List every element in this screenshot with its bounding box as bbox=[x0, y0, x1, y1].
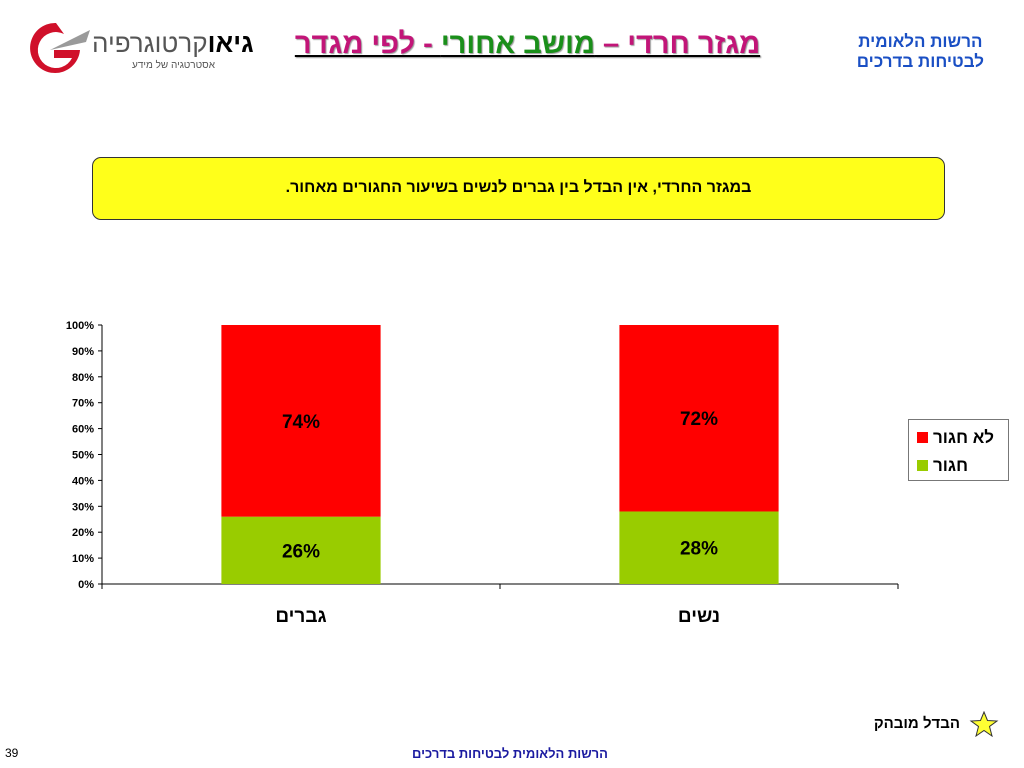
y-tick-label: 80% bbox=[72, 372, 94, 384]
geocartography-logo bbox=[30, 22, 90, 73]
bar-segment bbox=[619, 511, 779, 584]
y-tick-label: 70% bbox=[72, 398, 94, 410]
chart-legend: לא חגור חגור bbox=[908, 419, 1009, 481]
org-name-line2: לבטיחות בדרכים bbox=[856, 52, 984, 71]
data-label: 28% bbox=[680, 539, 718, 560]
org-name-line1: הרשות הלאומית bbox=[858, 32, 983, 51]
star-icon bbox=[969, 711, 999, 737]
page-title: מגזר חרדי – מושב אחורי - לפי מגדר bbox=[294, 28, 761, 60]
legend-item-belted: חגור bbox=[917, 456, 1007, 476]
data-label: 26% bbox=[282, 541, 320, 562]
logo-tagline: אסטרטגיה של מידע bbox=[132, 60, 215, 71]
y-tick-label: 20% bbox=[72, 527, 94, 539]
data-label: 74% bbox=[282, 412, 320, 433]
significance-label: הבדל מובהק bbox=[873, 715, 960, 732]
callout-box: במגזר החרדי, אין הבדל בין גברים לנשים בש… bbox=[92, 157, 945, 220]
page-number: 39 bbox=[5, 746, 19, 760]
legend-swatch-not-belted bbox=[917, 432, 928, 443]
bar-segment bbox=[619, 325, 779, 512]
y-tick-label: 60% bbox=[72, 424, 94, 436]
y-tick-label: 100% bbox=[66, 320, 94, 332]
callout-text: במגזר החרדי, אין הבדל בין גברים לנשים בש… bbox=[285, 179, 752, 196]
y-tick-label: 40% bbox=[72, 475, 94, 487]
y-tick-label: 90% bbox=[72, 346, 94, 358]
y-tick-label: 30% bbox=[72, 501, 94, 513]
footer-org: הרשות הלאומית לבטיחות בדרכים bbox=[412, 746, 608, 761]
bar-segment bbox=[221, 516, 381, 584]
category-label: גברים bbox=[275, 606, 326, 627]
logo-brand: גיאוקרטוגרפיה bbox=[92, 28, 254, 58]
y-tick-label: 50% bbox=[72, 450, 94, 462]
org-name: הרשות הלאומית לבטיחות בדרכים bbox=[857, 32, 984, 72]
legend-label-belted: חגור bbox=[933, 456, 968, 475]
y-tick-label: 10% bbox=[72, 553, 94, 565]
legend-swatch-belted bbox=[917, 460, 928, 471]
y-tick-label: 0% bbox=[78, 579, 94, 591]
legend-item-not-belted: לא חגור bbox=[917, 428, 1007, 448]
bar-segment bbox=[221, 325, 381, 517]
category-label: נשים bbox=[678, 606, 720, 627]
data-label: 72% bbox=[680, 409, 718, 430]
legend-label-not-belted: לא חגור bbox=[933, 428, 995, 447]
